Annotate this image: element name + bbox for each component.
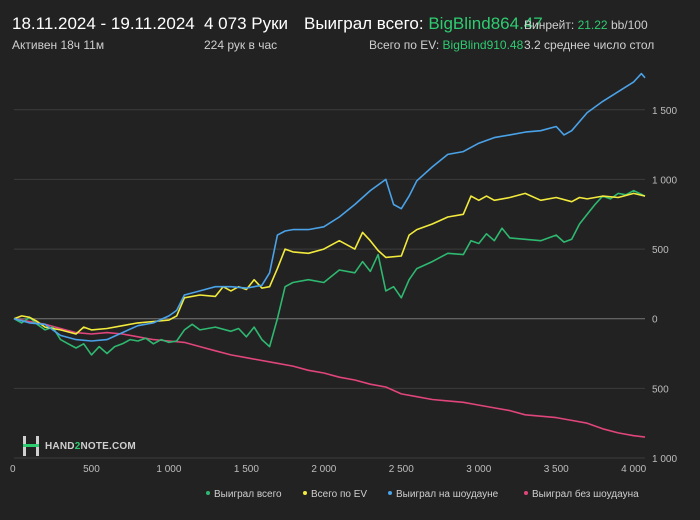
won-total-label: Выиграл всего: bbox=[304, 14, 424, 33]
winrate-label: Винрейт: bbox=[524, 18, 575, 32]
hands-count: 4 073 Руки bbox=[204, 14, 289, 33]
series-line bbox=[13, 189, 646, 356]
legend-label: Всего по EV bbox=[311, 489, 368, 500]
hand2note-logo-text: HAND2NOTE.COM bbox=[45, 440, 136, 452]
y-axis-ticks: 1 500 1 000 500 0 500 1 000 bbox=[652, 106, 677, 465]
legend-item-non-showdown[interactable]: Выиграл без шоудауна bbox=[524, 489, 639, 500]
x-tick-label: 2 500 bbox=[389, 464, 414, 475]
date-range: 18.11.2024 - 19.11.2024 bbox=[12, 14, 195, 33]
winrate: Винрейт: 21.22 bb/100 bbox=[524, 18, 648, 32]
legend-label: Выиграл без шоудауна bbox=[532, 489, 639, 500]
legend-dot-icon bbox=[206, 491, 210, 496]
hand2note-logo-icon bbox=[23, 436, 39, 456]
series-line bbox=[13, 317, 646, 438]
hands-per-hour: 224 рук в час bbox=[204, 38, 278, 52]
series-lines bbox=[13, 72, 646, 438]
legend-label: Выиграл на шоудауне bbox=[396, 489, 499, 500]
x-tick-label: 3 000 bbox=[466, 464, 491, 475]
legend-label: Выиграл всего bbox=[214, 489, 282, 500]
ev-total-value: BigBlind910.48 bbox=[442, 38, 524, 52]
legend-item-showdown[interactable]: Выиграл на шоудауне bbox=[388, 489, 498, 500]
hand2note-logo: HAND2NOTE.COM bbox=[22, 436, 136, 456]
series-line bbox=[13, 72, 646, 342]
active-time: Активен 18ч 11м bbox=[12, 38, 105, 52]
legend-dot-icon bbox=[388, 491, 392, 496]
y-tick-label: 1 000 bbox=[652, 175, 677, 186]
y-tick-label: 1 500 bbox=[652, 106, 677, 117]
x-tick-label: 1 500 bbox=[234, 464, 259, 475]
legend-dot-icon bbox=[303, 491, 307, 496]
y-tick-label: 0 bbox=[652, 315, 658, 326]
ev-total-label: Всего по EV: bbox=[369, 38, 440, 52]
grid-lines bbox=[14, 109, 645, 459]
ev-total: Всего по EV: BigBlind910.48 bbox=[369, 38, 523, 52]
avg-tables: 3.2 среднее число столов bbox=[524, 38, 654, 52]
legend-item-ev-total[interactable]: Всего по EV bbox=[303, 489, 367, 500]
won-total-value: BigBlind864.47 bbox=[428, 14, 543, 33]
y-tick-label: 500 bbox=[652, 384, 669, 395]
x-tick-label: 500 bbox=[83, 464, 100, 475]
series-line bbox=[13, 192, 646, 335]
x-tick-label: 4 000 bbox=[621, 464, 646, 475]
x-tick-label: 3 500 bbox=[544, 464, 569, 475]
winrate-suffix: bb/100 bbox=[610, 18, 648, 32]
x-tick-label: 1 000 bbox=[156, 464, 181, 475]
winrate-value: 21.22 bbox=[577, 18, 608, 32]
y-tick-label: 1 000 bbox=[652, 454, 677, 465]
x-axis-ticks: 0 500 1 000 1 500 2 000 2 500 3 000 3 500 4 000 bbox=[10, 464, 647, 475]
legend-dot-icon bbox=[524, 491, 528, 496]
x-tick-label: 0 bbox=[10, 464, 16, 475]
won-total: Выиграл всего: BigBlind864.47 bbox=[304, 14, 543, 34]
y-tick-label: 500 bbox=[652, 245, 669, 256]
legend-item-won-total[interactable]: Выиграл всего bbox=[206, 489, 282, 500]
x-tick-label: 2 000 bbox=[311, 464, 336, 475]
